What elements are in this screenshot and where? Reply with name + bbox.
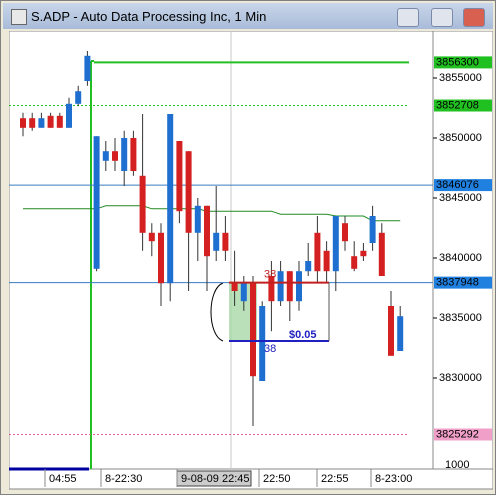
- candle-body: [158, 232, 164, 284]
- price-tag-label: 3837948: [436, 277, 479, 289]
- candle-body: [185, 151, 192, 233]
- plot-area: [9, 31, 434, 470]
- candle-body: [259, 306, 266, 381]
- close-button[interactable]: [463, 8, 485, 27]
- price-tag-label: 3846076: [436, 179, 479, 191]
- candle-body: [130, 138, 137, 171]
- candle-body: [84, 55, 91, 81]
- maximize-button[interactable]: [431, 8, 453, 27]
- title-bar: S.ADP - Auto Data Processing Inc, 1 Min: [3, 3, 493, 29]
- candle-body: [102, 151, 109, 161]
- price-tag: [434, 179, 492, 192]
- candle-body: [305, 261, 312, 272]
- candle-body: [240, 283, 247, 302]
- price-tag-label: 3852708: [436, 99, 479, 111]
- price-tag: [434, 99, 492, 112]
- x-tick-label: 9-08-09 22:45: [181, 473, 250, 485]
- y-tick-label: 3835000: [439, 312, 482, 324]
- candle-body: [268, 276, 275, 302]
- window-title: S.ADP - Auto Data Processing Inc, 1 Min: [31, 9, 267, 24]
- candle-body: [277, 271, 284, 302]
- candle-body: [66, 103, 72, 128]
- price-tag: [434, 428, 492, 441]
- bracket: [210, 282, 224, 342]
- candle-body: [323, 250, 330, 272]
- candle-body: [29, 118, 36, 128]
- y-tick-label: 3855000: [439, 72, 482, 84]
- candle-body: [213, 232, 220, 251]
- candle-body: [388, 306, 394, 356]
- annotation: 38: [264, 269, 276, 281]
- candle-body: [231, 283, 238, 291]
- candle-body: [332, 216, 339, 272]
- candle-body: [38, 118, 45, 128]
- candle-body: [194, 205, 201, 233]
- candle-body: [369, 216, 376, 243]
- annotation: 38: [264, 343, 276, 355]
- price-tag: [434, 276, 492, 289]
- candle-body: [204, 205, 210, 257]
- candle-body: [75, 91, 82, 104]
- candle-body: [351, 256, 358, 269]
- x-tick-label: 04:55: [49, 473, 77, 485]
- candle-body: [314, 232, 321, 272]
- y-tick-label: 3845000: [439, 192, 482, 204]
- price-axis: [432, 31, 493, 470]
- window-icon: [11, 9, 27, 25]
- y-tick-label: 3840000: [439, 252, 482, 264]
- candle-body: [47, 115, 54, 128]
- candle-body: [222, 232, 229, 251]
- candle-body: [20, 118, 26, 128]
- y-tick-label: 3830000: [439, 372, 482, 384]
- price-tag: [434, 56, 492, 69]
- x-tick-label: 22:55: [321, 473, 349, 485]
- x-tick-label: 8-23:00: [375, 473, 412, 485]
- candle-body: [139, 175, 146, 233]
- candle-body: [286, 271, 293, 302]
- candle-body: [167, 114, 174, 284]
- candle-body: [342, 223, 348, 242]
- y-tick-label: 3850000: [439, 132, 482, 144]
- candle-body: [176, 141, 183, 212]
- chart: 3830000 3835000 3840000 3845000 3850000 38550…: [9, 31, 493, 490]
- candle-body: [296, 271, 302, 302]
- candle-body: [56, 115, 63, 128]
- candle-body: [121, 138, 128, 171]
- candle-body: [378, 232, 385, 276]
- x-tick-label: 8-22:30: [105, 473, 142, 485]
- candle-body: [112, 151, 118, 161]
- annotation: $0.05: [289, 329, 317, 341]
- price-tag-label: 3825292: [436, 428, 479, 440]
- x-tick-label: 22:50: [263, 473, 291, 485]
- price-tag-label: 3856300: [436, 56, 479, 68]
- candle-body: [148, 232, 155, 242]
- candle-body: [93, 136, 100, 269]
- minimize-button[interactable]: [397, 8, 419, 27]
- candle-body: [397, 316, 404, 351]
- volume-scale: 1000: [445, 459, 469, 471]
- candle-body: [360, 250, 367, 257]
- candle-body: [250, 283, 256, 377]
